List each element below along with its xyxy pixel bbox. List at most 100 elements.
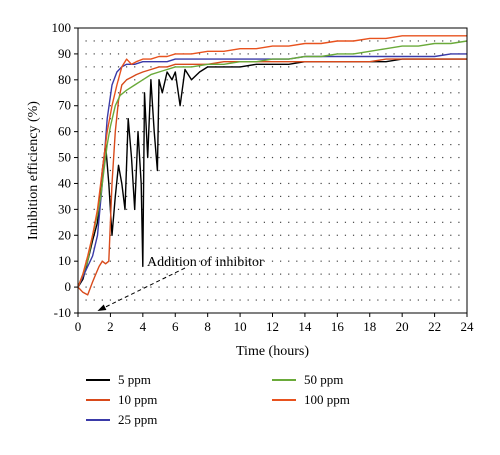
grid-dot	[304, 53, 306, 55]
grid-dot	[239, 221, 241, 223]
grid-dot	[280, 169, 282, 172]
grid-dot	[425, 169, 428, 172]
grid-dot	[158, 40, 160, 42]
grid-dot	[182, 105, 184, 107]
grid-dot	[352, 79, 355, 81]
grid-dot	[215, 156, 217, 159]
grid-dot	[207, 118, 209, 120]
grid-dot	[369, 221, 371, 223]
grid-dot	[223, 286, 225, 288]
grid-dot	[109, 273, 112, 275]
grid-dot	[93, 195, 95, 198]
grid-dot	[288, 118, 290, 120]
grid-dot	[393, 92, 395, 94]
grid-dot	[158, 273, 160, 275]
grid-dot	[198, 169, 201, 172]
grid-dot	[207, 247, 209, 249]
grid-dot	[320, 92, 322, 94]
grid-dot	[433, 66, 436, 68]
grid-dot	[223, 92, 225, 94]
grid-dot	[239, 273, 241, 275]
grid-dot	[247, 234, 249, 236]
grid-dot	[344, 260, 347, 262]
grid-dot	[247, 208, 249, 210]
grid-dot	[450, 182, 452, 185]
grid-dot	[101, 286, 103, 288]
grid-dot	[215, 131, 217, 133]
grid-dot	[385, 79, 387, 81]
grid-dot	[271, 40, 274, 42]
y-tick-label: 40	[58, 175, 71, 190]
grid-dot	[190, 299, 193, 301]
grid-dot	[304, 208, 306, 210]
grid-dot	[401, 118, 403, 120]
grid-dot	[271, 260, 274, 262]
grid-dot	[377, 286, 379, 288]
grid-dot	[85, 143, 87, 146]
grid-dot	[271, 143, 274, 146]
grid-dot	[126, 131, 128, 133]
grid-dot	[369, 118, 371, 120]
grid-dot	[93, 208, 95, 210]
grid-dot	[369, 169, 371, 172]
grid-dot	[255, 299, 257, 301]
grid-dot	[280, 92, 282, 94]
grid-dot	[433, 234, 436, 236]
grid-dot	[433, 182, 436, 185]
grid-dot	[328, 286, 330, 288]
grid-dot	[450, 143, 452, 146]
y-tick-label: 60	[58, 124, 71, 139]
grid-dot	[255, 53, 257, 55]
grid-dot	[126, 118, 128, 120]
grid-dot	[255, 286, 257, 288]
grid-dot	[344, 299, 347, 301]
grid-dot	[369, 286, 371, 288]
grid-dots	[85, 40, 460, 301]
grid-dot	[150, 234, 152, 236]
grid-dot	[361, 143, 363, 146]
grid-dot	[288, 169, 290, 172]
grid-dot	[93, 286, 95, 288]
grid-dot	[158, 53, 160, 55]
grid-dot	[361, 156, 363, 159]
y-tick-label: -10	[54, 305, 71, 320]
grid-dot	[280, 40, 282, 42]
grid-dot	[328, 299, 330, 301]
grid-dot	[385, 40, 387, 42]
grid-dot	[207, 92, 209, 94]
grid-dot	[239, 286, 241, 288]
grid-dot	[336, 79, 338, 81]
grid-dot	[247, 79, 249, 81]
grid-dot	[239, 195, 241, 198]
grid-dot	[377, 234, 379, 236]
grid-dot	[433, 247, 436, 249]
grid-dot	[344, 66, 347, 68]
grid-dot	[304, 118, 306, 120]
grid-dot	[174, 169, 176, 172]
grid-dot	[425, 40, 428, 42]
grid-dot	[304, 273, 306, 275]
grid-dot	[312, 221, 314, 223]
grid-dot	[393, 260, 395, 262]
grid-dot	[369, 105, 371, 107]
grid-dot	[101, 143, 103, 146]
grid-dot	[458, 131, 460, 133]
grid-dot	[255, 40, 257, 42]
grid-dot	[312, 234, 314, 236]
grid-dot	[393, 143, 395, 146]
grid-dot	[280, 286, 282, 288]
grid-dot	[336, 118, 338, 120]
grid-dot	[134, 286, 136, 288]
grid-dot	[190, 221, 193, 223]
grid-dot	[409, 260, 411, 262]
grid-dot	[117, 286, 120, 288]
grid-dot	[344, 273, 347, 275]
grid-dot	[150, 169, 152, 172]
grid-dot	[263, 169, 265, 172]
grid-dot	[450, 234, 452, 236]
grid-dot	[417, 221, 419, 223]
grid-dot	[134, 131, 136, 133]
grid-dot	[312, 105, 314, 107]
grid-dot	[263, 40, 265, 42]
grid-dot	[296, 208, 298, 210]
